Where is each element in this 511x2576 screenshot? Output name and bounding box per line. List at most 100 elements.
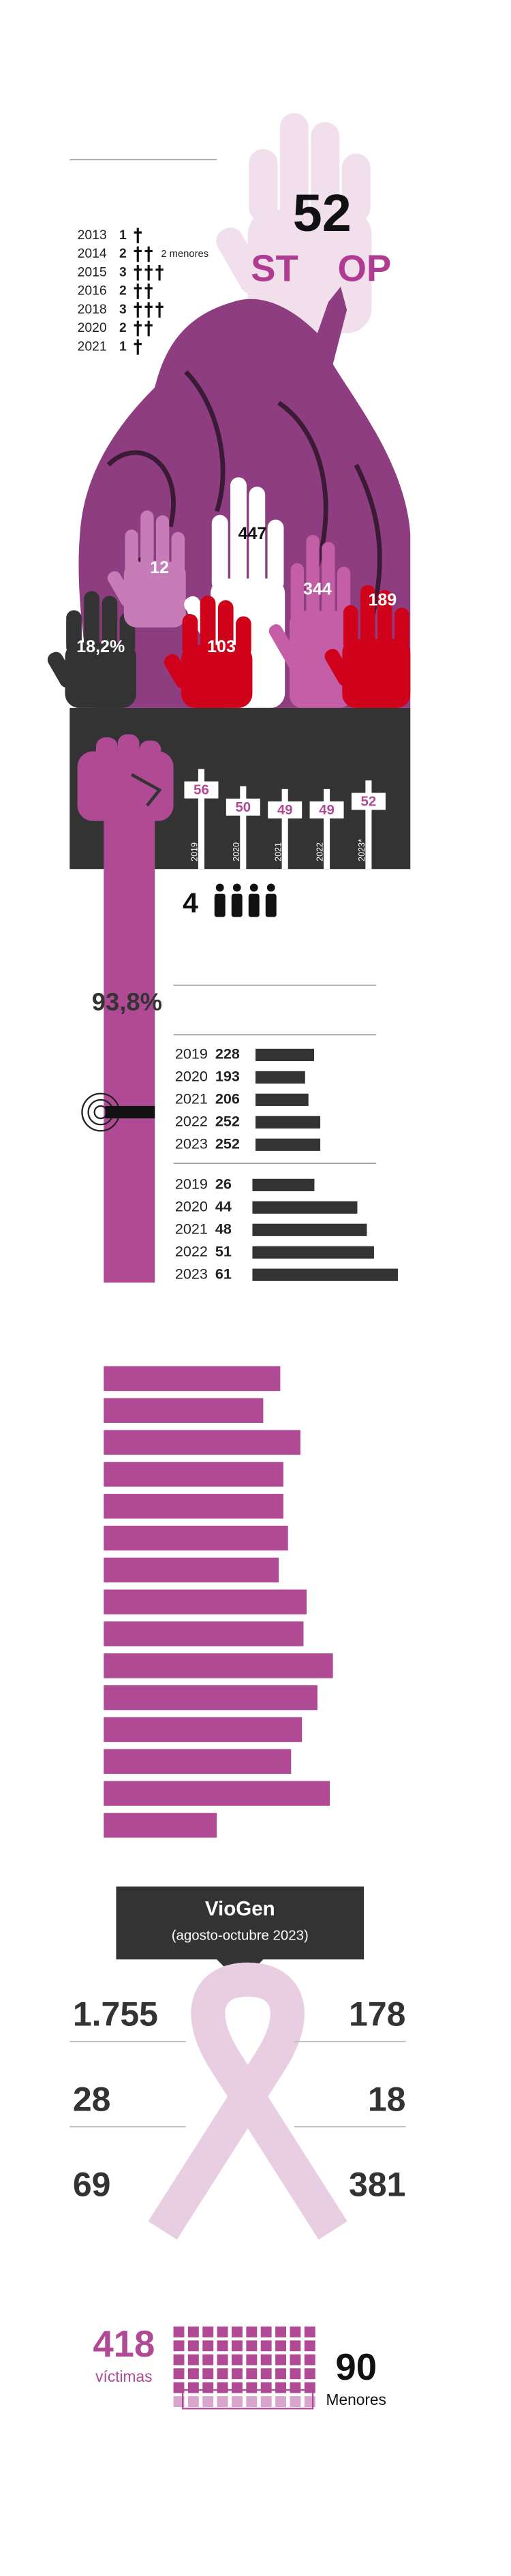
bar: [256, 1071, 305, 1084]
hand-thumb: [164, 654, 191, 689]
fist-line: [131, 773, 162, 807]
minors-box: [182, 2389, 314, 2410]
square: [275, 2368, 286, 2380]
timeline-year: 2020: [78, 321, 107, 335]
hand-palm: [123, 562, 186, 628]
square: [232, 2354, 243, 2365]
minors-label: Menores: [326, 2391, 386, 2408]
square: [290, 2382, 301, 2393]
timeline-year: 2016: [78, 284, 107, 298]
viogen-right: 18: [368, 2081, 406, 2119]
square: [202, 2368, 214, 2380]
hand-label: 12: [150, 558, 169, 577]
square: [275, 2382, 286, 2393]
hand-finger: [171, 532, 185, 574]
square: [202, 2354, 214, 2365]
stop-number: 52: [293, 184, 352, 243]
hand-thumb: [107, 571, 134, 607]
purple-bar: [104, 1653, 333, 1678]
hand-palm: [181, 645, 253, 708]
square: [187, 2340, 199, 2352]
hand-palm: [65, 642, 136, 708]
square: [187, 2354, 199, 2365]
hand-finger: [155, 515, 170, 574]
victim-squares: [173, 2326, 315, 2408]
purple-bar: [104, 1589, 307, 1614]
cross: [134, 339, 142, 355]
bar-year: 2019: [175, 1176, 208, 1193]
viogen-right: 381: [349, 2166, 405, 2204]
purple-bar: [104, 1462, 283, 1487]
hand-label: 189: [369, 591, 397, 610]
victims-label: víctimas: [95, 2367, 152, 2385]
square: [202, 2382, 214, 2393]
hand-finger: [125, 530, 138, 574]
purple-bar: [104, 1813, 217, 1838]
hand-finger: [249, 149, 278, 222]
hand-finger: [267, 519, 284, 592]
bar-year: 2021: [175, 1220, 208, 1237]
square: [304, 2396, 315, 2408]
timeline-year: 2013: [78, 228, 107, 243]
viogen-subtitle: (agosto-octubre 2023): [172, 1928, 309, 1944]
purple-bar: [104, 1621, 304, 1646]
hand-finger: [249, 487, 266, 592]
square: [232, 2382, 243, 2393]
cross-bar: [184, 781, 219, 799]
purple-bar: [104, 1781, 330, 1806]
cross-post: [365, 780, 372, 870]
square: [217, 2354, 228, 2365]
bar-value: 48: [215, 1220, 232, 1237]
square: [275, 2340, 286, 2352]
square: [187, 2368, 199, 2380]
hand-thumb: [47, 651, 76, 688]
bar-year: 2022: [175, 1113, 208, 1130]
hands: 18,2% 12 447 344 103 189: [47, 477, 411, 708]
bar-value: 61: [215, 1265, 232, 1282]
purple-bar: [104, 1430, 300, 1455]
cross: [144, 320, 153, 337]
target-bar: [105, 1105, 155, 1119]
cross-year: 2020: [232, 842, 241, 861]
square: [304, 2382, 315, 2393]
cross: [134, 302, 142, 318]
square: [290, 2354, 301, 2365]
hand-finger: [84, 591, 100, 655]
timeline-count: 3: [119, 265, 127, 279]
square: [290, 2340, 301, 2352]
bar: [256, 1138, 321, 1151]
hand-label: 447: [238, 524, 267, 543]
hand-finger: [341, 153, 371, 222]
cross: [155, 264, 164, 281]
bar: [256, 1048, 315, 1062]
bar: [256, 1093, 309, 1106]
hand-finger: [290, 563, 305, 624]
square: [173, 2354, 185, 2365]
square: [275, 2326, 286, 2337]
square: [246, 2340, 258, 2352]
square: [246, 2382, 258, 2393]
cross: [134, 283, 142, 299]
square: [232, 2326, 243, 2337]
cross: [144, 302, 153, 318]
hand-finger: [394, 607, 409, 651]
bar-value: 228: [215, 1045, 240, 1062]
hand-finger: [360, 585, 375, 651]
cross-year: 2019: [190, 842, 200, 861]
square: [217, 2368, 228, 2380]
cross-value: 56: [193, 782, 209, 798]
person-head: [232, 883, 241, 892]
hand-finger: [102, 596, 118, 655]
square: [232, 2340, 243, 2352]
hand-finger: [140, 510, 154, 574]
stop-word: ST: [251, 247, 298, 289]
square: [246, 2326, 258, 2337]
bar: [252, 1223, 367, 1236]
cross: [144, 283, 153, 299]
square: [290, 2326, 301, 2337]
square: [217, 2326, 228, 2337]
hand-label: 18,2%: [76, 637, 125, 656]
cross-post: [240, 786, 247, 870]
hand: [164, 596, 253, 708]
viogen-left: 69: [73, 2166, 111, 2204]
